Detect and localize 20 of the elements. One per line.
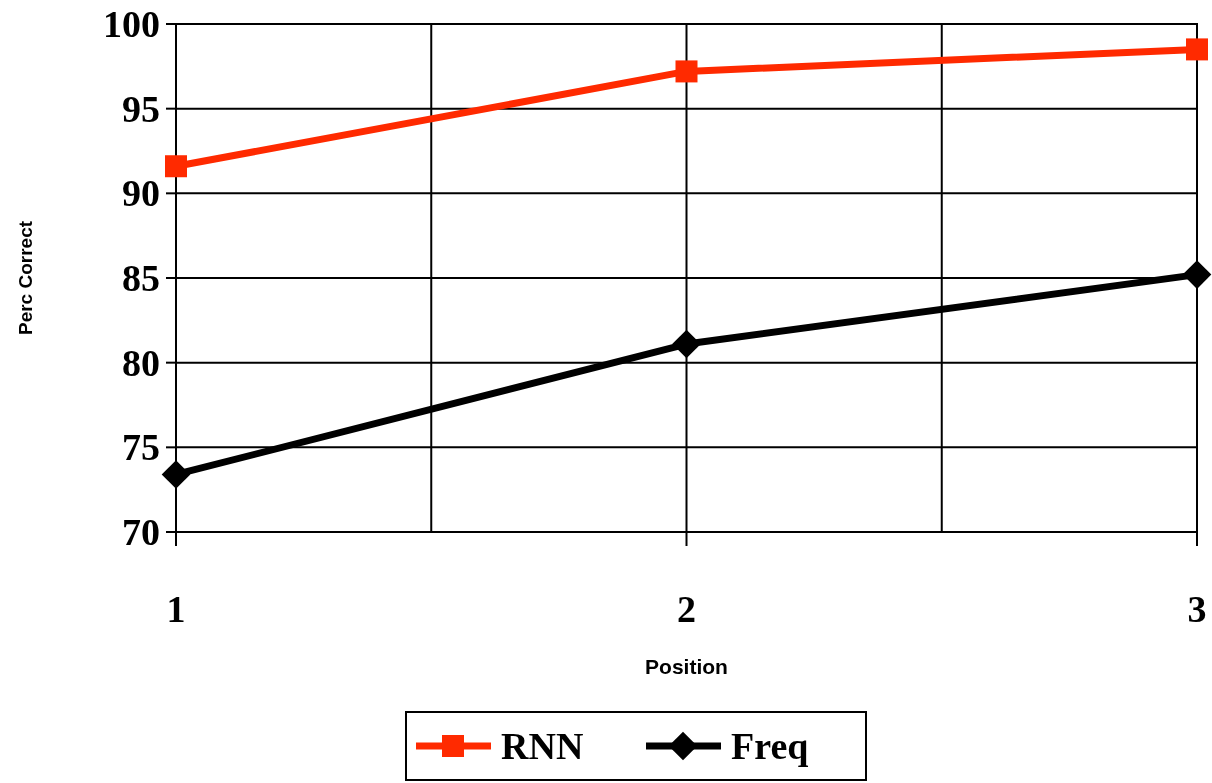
y-tick-label: 100 bbox=[103, 3, 160, 45]
point bbox=[1182, 260, 1212, 289]
point bbox=[161, 460, 191, 489]
y-axis-title: Perc Correct bbox=[15, 220, 36, 336]
x-axis-title: Position bbox=[645, 655, 728, 678]
point bbox=[672, 329, 701, 359]
x-tick-label: 1 bbox=[166, 588, 186, 630]
legend-label: Freq bbox=[731, 725, 809, 767]
y-tick-label: 75 bbox=[122, 426, 160, 469]
x-tick-label: 2 bbox=[677, 588, 696, 630]
point bbox=[1186, 38, 1208, 61]
y-tick-label: 85 bbox=[122, 257, 160, 299]
y-tick-label: 90 bbox=[122, 172, 160, 215]
y-tick-label: 70 bbox=[122, 511, 160, 553]
y-tick-label: 95 bbox=[122, 87, 160, 130]
point bbox=[165, 155, 187, 178]
x-tick-label: 3 bbox=[1187, 588, 1207, 630]
point bbox=[675, 60, 698, 83]
legend-label: RNN bbox=[501, 725, 584, 767]
y-tick-label: 80 bbox=[122, 341, 160, 384]
